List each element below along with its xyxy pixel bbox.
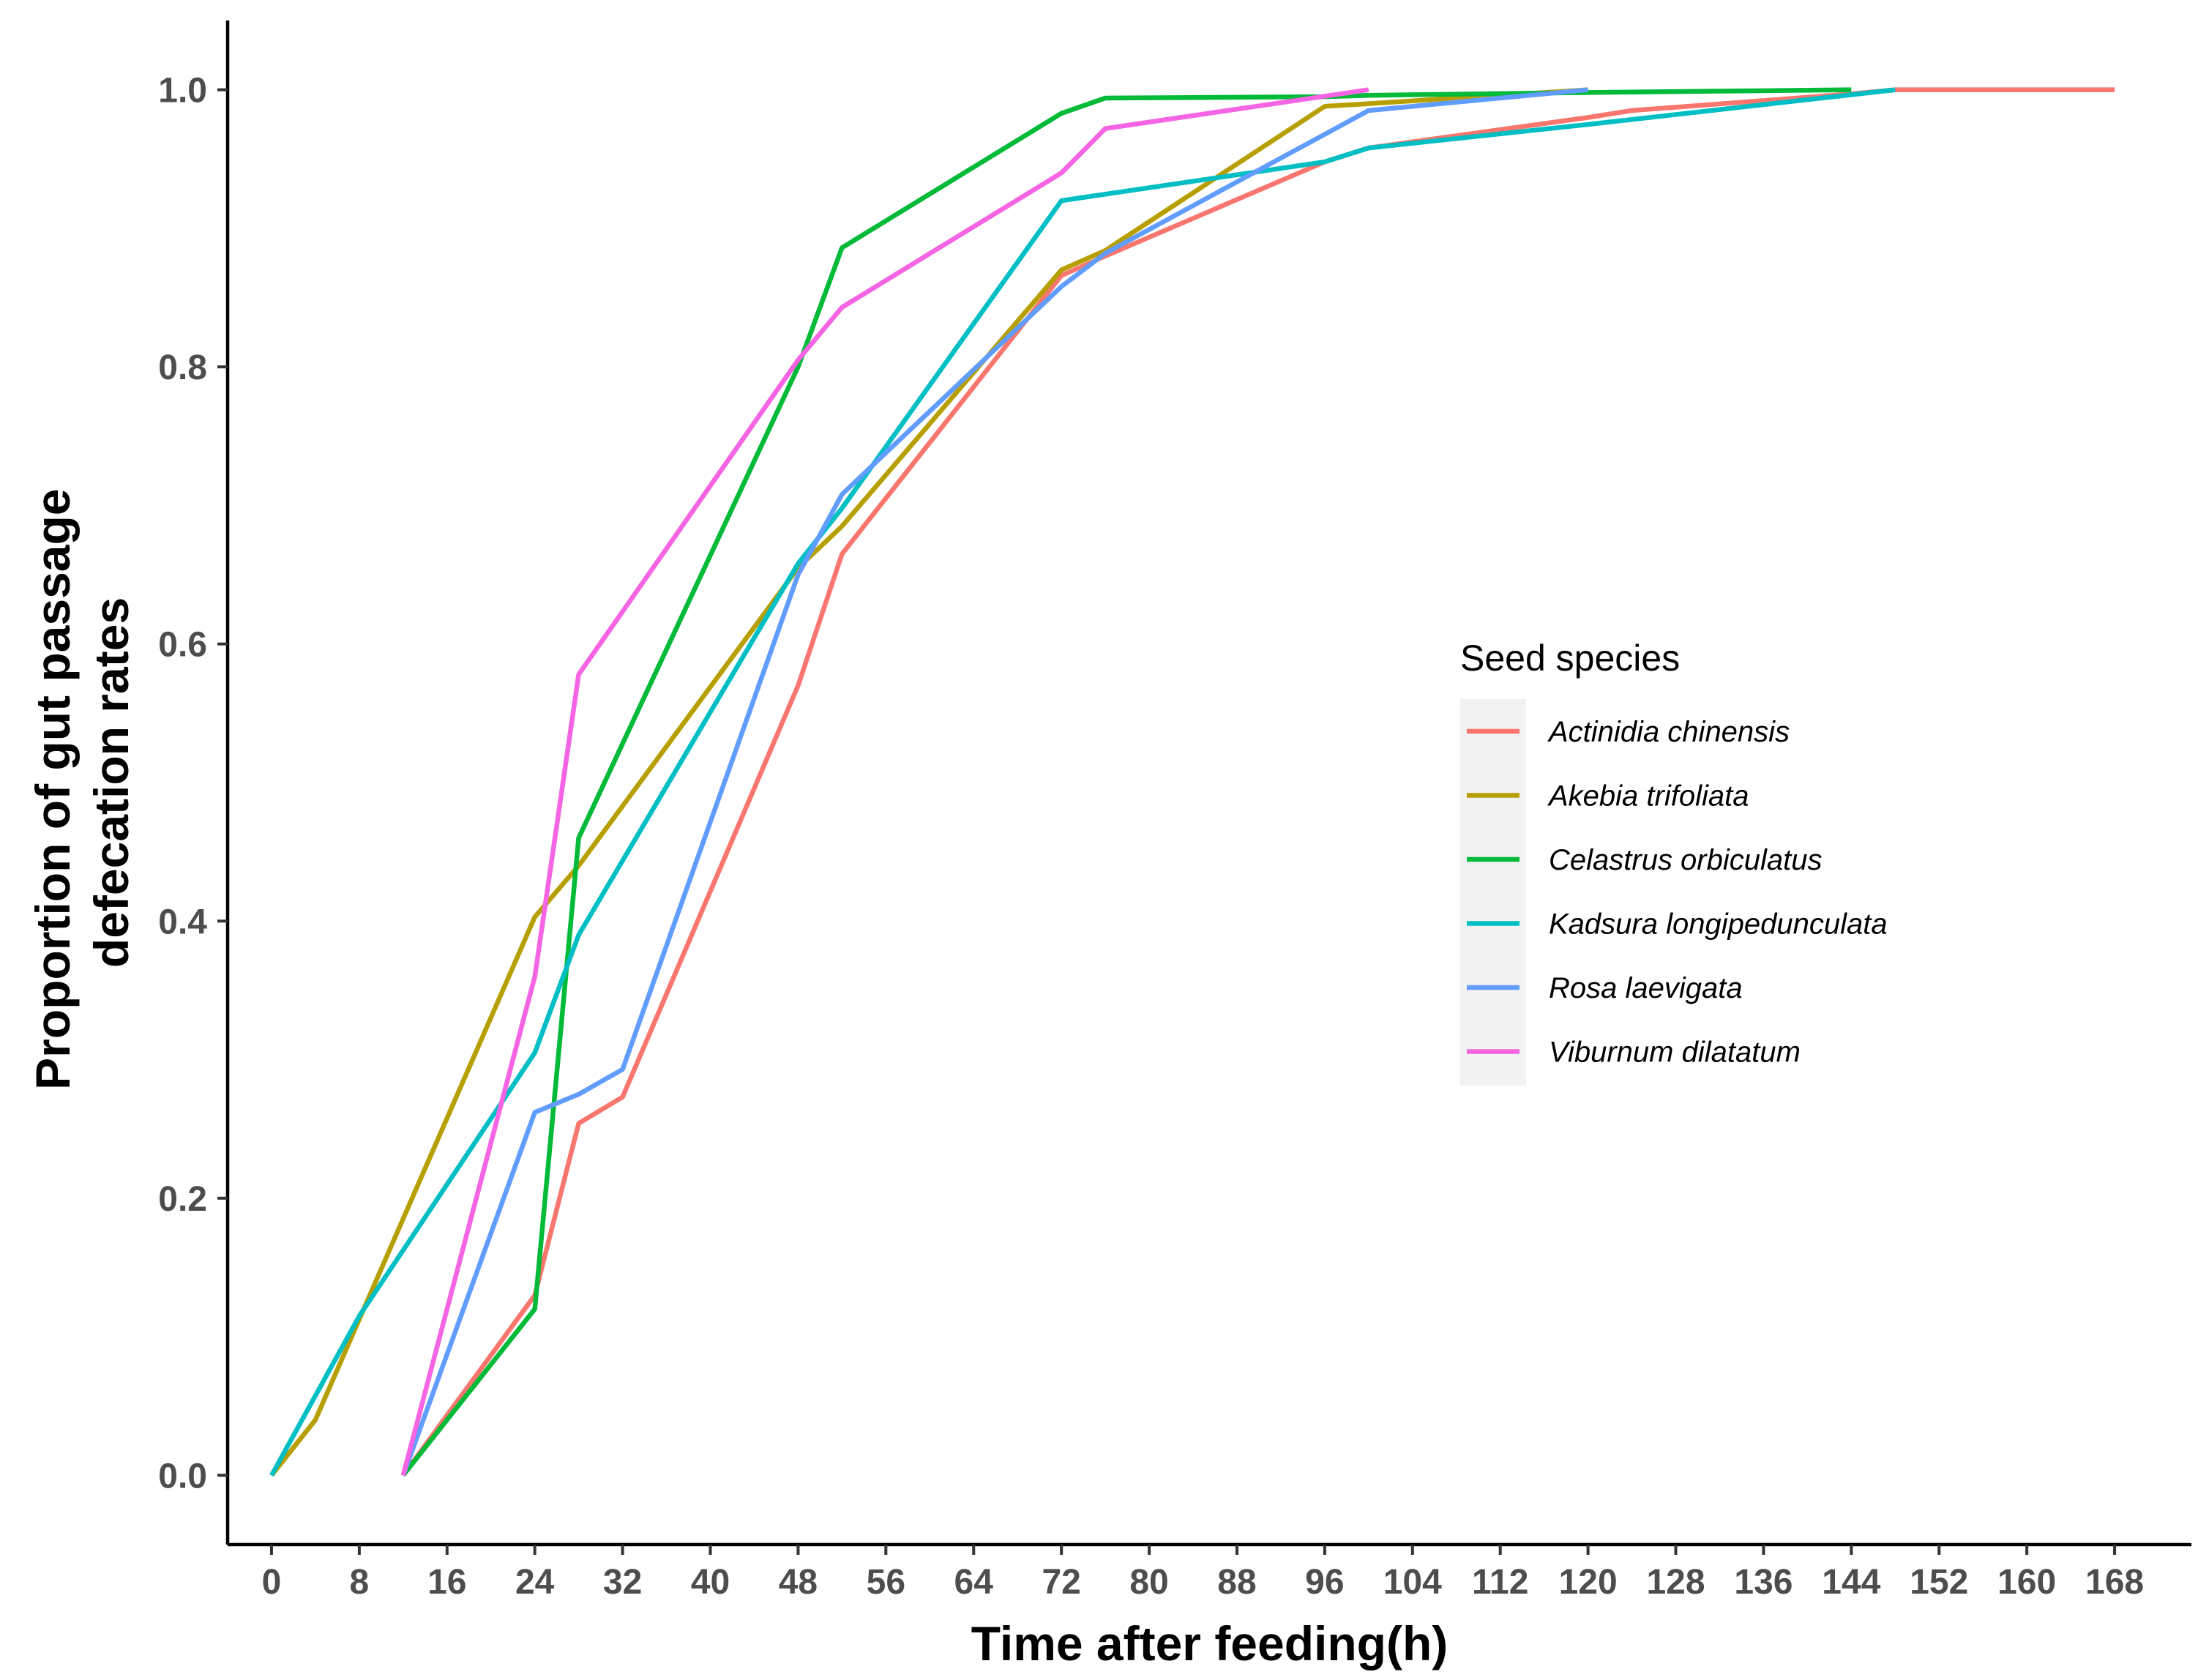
y-tick-label: 0.0 <box>158 1457 207 1496</box>
x-axis-title: Time after feeding(h) <box>971 1616 1448 1670</box>
legend-title: Seed species <box>1460 638 1680 679</box>
x-tick-label: 144 <box>1822 1563 1880 1602</box>
y-axis-title-line-1: Proportion of gut passage <box>26 488 80 1089</box>
y-tick-label: 0.8 <box>158 348 207 387</box>
x-tick-label: 56 <box>867 1563 905 1602</box>
legend-label-2: Celastrus orbiculatus <box>1549 844 1823 876</box>
legend-label-0: Actinidia chinensis <box>1547 716 1790 748</box>
series-line-0 <box>401 87 2115 1477</box>
x-tick-label: 136 <box>1734 1563 1793 1602</box>
y-axis-ticks: 0.0 0.2 0.4 0.6 0.8 1.0 <box>158 72 228 1496</box>
x-tick-label: 64 <box>954 1563 994 1602</box>
axes <box>225 20 2191 1547</box>
series-line-5 <box>400 87 1369 1476</box>
series-line-4 <box>400 87 1588 1476</box>
x-tick-label: 72 <box>1042 1563 1080 1602</box>
legend: Seed species Actinidia chinensis Akebia t… <box>1460 638 1888 1086</box>
x-tick-label: 48 <box>779 1563 818 1602</box>
x-tick-label: 128 <box>1646 1563 1705 1602</box>
y-axis-title-line-2: defecation rates <box>84 597 138 968</box>
x-tick-label: 0 <box>262 1563 282 1602</box>
x-tick-label: 112 <box>1472 1563 1528 1602</box>
x-tick-label: 168 <box>2085 1563 2144 1602</box>
x-tick-label: 80 <box>1129 1563 1168 1602</box>
x-tick-label: 8 <box>350 1563 370 1602</box>
legend-label-5: Viburnum dilatatum <box>1549 1037 1801 1069</box>
series-layer <box>269 87 2115 1477</box>
series-line-3 <box>269 87 1896 1476</box>
x-tick-label: 88 <box>1217 1563 1256 1602</box>
legend-items: Actinidia chinensis Akebia trifoliata Cela… <box>1467 716 1888 1069</box>
x-tick-label: 96 <box>1305 1563 1344 1602</box>
y-tick-label: 0.4 <box>158 903 207 941</box>
x-tick-label: 160 <box>1997 1563 2056 1602</box>
legend-label-4: Rosa laevigata <box>1549 972 1743 1004</box>
series-line-2 <box>401 87 1852 1477</box>
x-tick-label: 152 <box>1910 1563 1968 1602</box>
y-tick-label: 0.6 <box>158 626 207 665</box>
y-tick-label: 0.2 <box>158 1180 207 1219</box>
series-line-1 <box>269 87 1588 1477</box>
x-tick-label: 40 <box>691 1563 730 1602</box>
x-tick-label: 104 <box>1383 1563 1442 1602</box>
legend-label-1: Akebia trifoliata <box>1547 780 1749 813</box>
x-tick-label: 32 <box>603 1563 642 1602</box>
y-tick-label: 1.0 <box>158 72 207 111</box>
legend-label-3: Kadsura longipedunculata <box>1549 908 1888 941</box>
x-tick-label: 24 <box>515 1563 555 1602</box>
x-axis-ticks: 0 8 16 24 32 40 48 56 64 72 80 88 96 104 112 120 128 136 1… <box>262 1545 2144 1602</box>
x-tick-label: 16 <box>427 1563 466 1602</box>
legend-key-background <box>1460 699 1526 1086</box>
x-tick-label: 120 <box>1559 1563 1618 1602</box>
y-axis-title: Proportion of gut passage defecation rat… <box>26 475 138 1090</box>
